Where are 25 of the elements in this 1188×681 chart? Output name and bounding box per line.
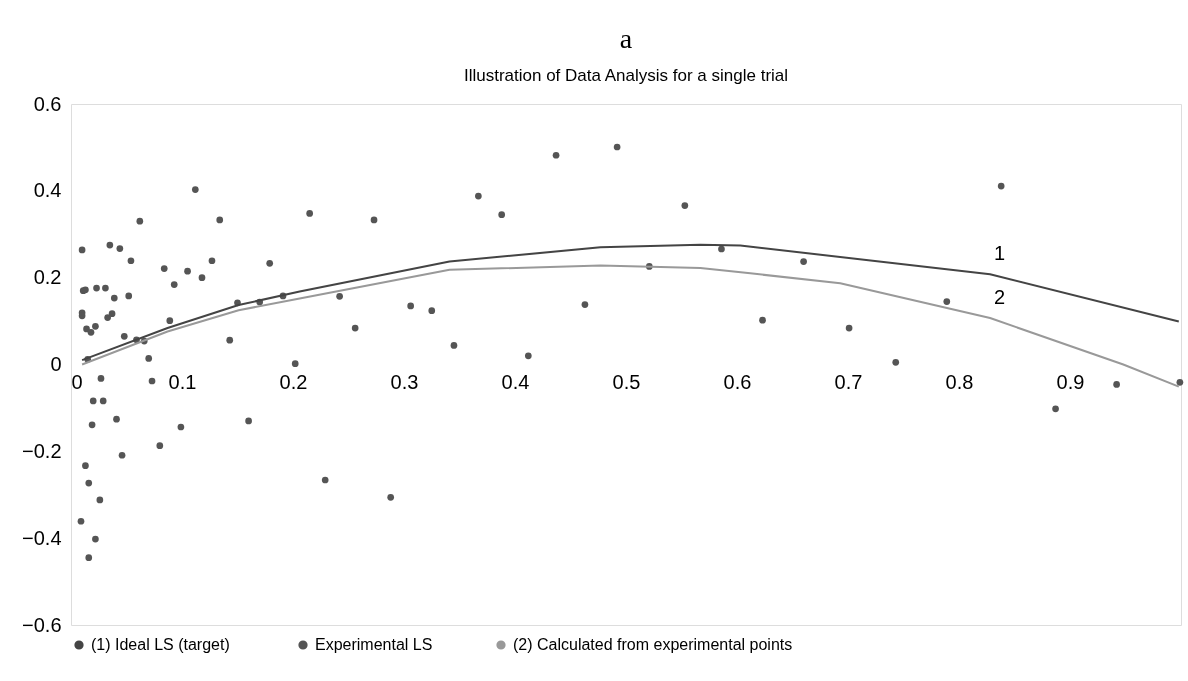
x-tick-label: 0.2	[279, 371, 308, 393]
x-tick-label: 0.8	[945, 371, 974, 393]
legend-label: (2) Calculated from experimental points	[513, 636, 793, 653]
y-tick-label: 0.6	[33, 92, 62, 115]
y-tick-label: −0.6	[22, 613, 62, 636]
y-tick-label: 0	[50, 353, 62, 375]
chart-title: a	[619, 23, 633, 54]
x-tick-label: 0.4	[501, 371, 530, 393]
y-tick-label: −0.2	[22, 439, 62, 462]
x-tick-label: 0	[71, 371, 83, 393]
chart-subtitle: Illustration of Data Analysis for a single trial	[463, 66, 789, 85]
x-tick-label: 0.5	[612, 371, 641, 393]
legend-label: (1) Ideal LS (target)	[91, 636, 230, 653]
annotation: 1	[994, 242, 1006, 265]
x-tick-label: 0.3	[390, 371, 419, 393]
y-tick-label: 0.4	[33, 179, 62, 202]
x-tick-label: 0.6	[723, 371, 752, 393]
y-tick-label: 0.2	[33, 266, 62, 289]
legend-label: Experimental LS	[315, 636, 433, 653]
x-tick-label: 0.9	[1056, 371, 1085, 393]
x-tick-label: 0.7	[834, 371, 863, 393]
x-tick-label: 0.1	[168, 371, 197, 393]
y-tick-label: −0.4	[22, 526, 62, 549]
line-series	[81, 243, 1180, 362]
annotation: 2	[994, 286, 1006, 309]
